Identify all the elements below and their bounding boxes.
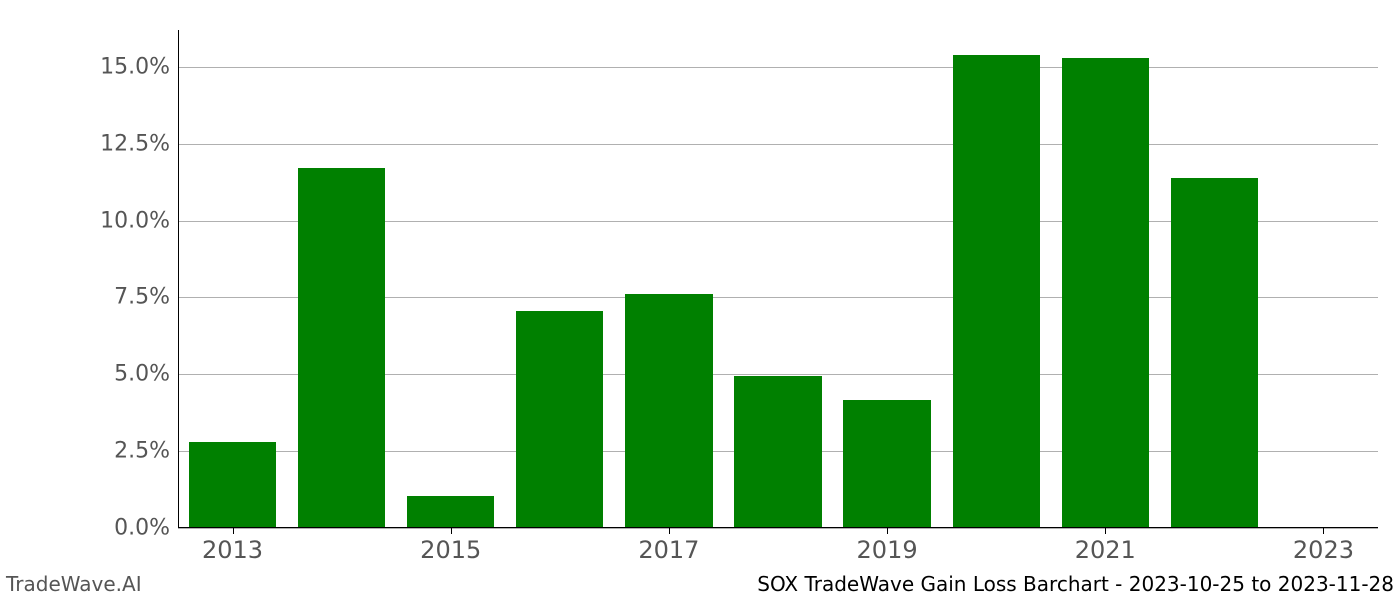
x-tick-label: 2013 xyxy=(202,528,263,564)
gridline xyxy=(178,144,1378,145)
bar xyxy=(843,400,930,528)
plot-area: 0.0%2.5%5.0%7.5%10.0%12.5%15.0%201320152… xyxy=(178,30,1378,528)
gridline xyxy=(178,528,1378,529)
bar xyxy=(953,55,1040,528)
watermark-left: TradeWave.AI xyxy=(6,572,142,596)
bar xyxy=(516,311,603,528)
y-axis-spine xyxy=(178,30,179,528)
x-tick-label: 2019 xyxy=(857,528,918,564)
x-tick-label: 2015 xyxy=(420,528,481,564)
bar xyxy=(407,496,494,528)
y-tick-label: 10.0% xyxy=(100,208,178,233)
bar xyxy=(1171,178,1258,528)
y-tick-label: 5.0% xyxy=(114,362,178,387)
y-tick-label: 15.0% xyxy=(100,54,178,79)
x-tick-label: 2017 xyxy=(638,528,699,564)
x-axis-spine xyxy=(178,527,1378,528)
y-tick-label: 7.5% xyxy=(114,285,178,310)
y-tick-label: 0.0% xyxy=(114,516,178,541)
bar xyxy=(734,376,821,528)
y-tick-label: 12.5% xyxy=(100,131,178,156)
bar xyxy=(298,168,385,528)
bar xyxy=(1062,58,1149,528)
bar xyxy=(625,294,712,528)
bar xyxy=(189,442,276,528)
x-tick-label: 2023 xyxy=(1293,528,1354,564)
chart-container: 0.0% 2.5% 5.0% 7.5% 10.0% 12.5% 15.0% 2013 2015 2… xyxy=(0,0,1400,600)
y-tick-label: 2.5% xyxy=(114,439,178,464)
x-tick-label: 2021 xyxy=(1075,528,1136,564)
caption-right: SOX TradeWave Gain Loss Barchart - 2023-… xyxy=(757,572,1394,596)
gridline xyxy=(178,67,1378,68)
